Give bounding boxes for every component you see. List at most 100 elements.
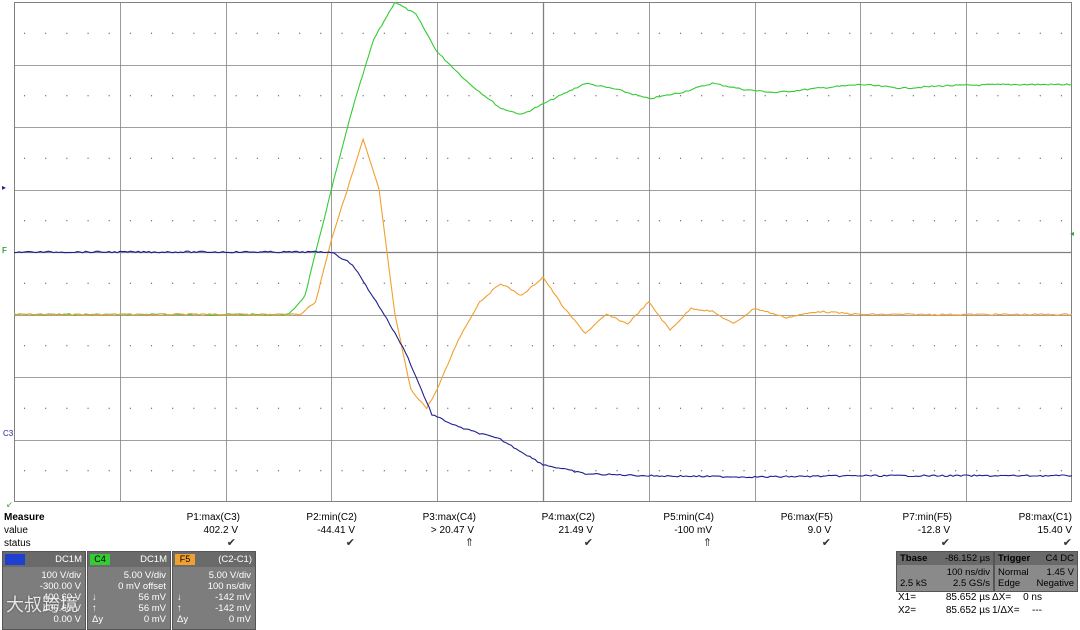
grid-dot bbox=[108, 157, 110, 159]
grid-dot bbox=[616, 32, 618, 34]
grid-dot bbox=[976, 32, 978, 34]
grid-dot bbox=[976, 157, 978, 159]
grid-dot bbox=[447, 220, 449, 222]
grid-dot bbox=[701, 345, 703, 347]
grid-dot bbox=[45, 220, 47, 222]
grid-dot bbox=[172, 220, 174, 222]
grid-dot bbox=[45, 32, 47, 34]
param-4-name[interactable]: P4:max(C2) bbox=[541, 512, 595, 523]
grid-dot bbox=[595, 282, 597, 284]
param-6-name[interactable]: P6:max(F5) bbox=[780, 512, 833, 523]
grid-dot bbox=[552, 407, 555, 409]
grid-dot bbox=[404, 282, 407, 284]
grid-dot bbox=[552, 220, 555, 222]
grid-dot bbox=[108, 220, 110, 222]
param-7-name[interactable]: P7:min(F5) bbox=[902, 512, 952, 523]
c4-level-marker[interactable]: F bbox=[2, 246, 7, 255]
grid-dot bbox=[806, 282, 809, 284]
param-1-value: 402.2 V bbox=[203, 525, 238, 536]
grid-dot bbox=[722, 407, 724, 409]
param-2-name[interactable]: P2:min(C2) bbox=[306, 512, 357, 523]
tbase-samples: 2.5 kS bbox=[900, 578, 927, 589]
grid-dot bbox=[1060, 95, 1063, 97]
c1-level-marker[interactable]: ▸ bbox=[2, 183, 7, 192]
grid-dot bbox=[595, 220, 597, 222]
grid-dot bbox=[87, 157, 89, 159]
ch4-descriptor[interactable]: C4 DC1M 5.00 V/div 0 mV offset ↓ 56 mV ↑… bbox=[87, 551, 171, 630]
grid-dot bbox=[997, 470, 999, 472]
waveform-display[interactable] bbox=[14, 2, 1072, 502]
grid-dot bbox=[1039, 157, 1041, 159]
grid-dot bbox=[129, 345, 131, 347]
grid-dot bbox=[489, 345, 491, 347]
grid-dot bbox=[870, 220, 872, 222]
f5-descriptor[interactable]: F5 (C2-C1) 5.00 V/div 100 ns/div ↓ -142 … bbox=[172, 551, 256, 630]
grid-dot bbox=[426, 282, 428, 284]
grid-dot bbox=[362, 95, 364, 97]
grid-dot bbox=[531, 157, 534, 159]
grid-dot bbox=[1039, 407, 1041, 409]
grid-dot bbox=[552, 157, 555, 159]
grid-dot bbox=[235, 157, 237, 159]
grid-dot bbox=[806, 407, 809, 409]
trigger-descriptor[interactable]: Trigger C4 DC Normal 1.45 V Edge Negativ… bbox=[994, 551, 1078, 592]
grid-dot bbox=[616, 220, 618, 222]
grid-dot bbox=[574, 407, 576, 409]
param-8-name[interactable]: P8:max(C1) bbox=[1018, 512, 1072, 523]
grid-dot bbox=[172, 95, 174, 97]
param-1-name[interactable]: P1:max(C3) bbox=[186, 512, 240, 523]
grid-dot bbox=[150, 470, 153, 472]
grid-dot bbox=[891, 470, 893, 472]
grid-dot bbox=[172, 157, 174, 159]
grid-dot bbox=[66, 95, 68, 97]
grid-dot bbox=[955, 345, 957, 347]
grid-dot bbox=[66, 470, 68, 472]
grid-dot bbox=[404, 345, 407, 347]
grid-dot bbox=[701, 407, 703, 409]
grid-dot bbox=[891, 407, 893, 409]
grid-dot bbox=[341, 282, 343, 284]
grid-dot bbox=[150, 345, 153, 347]
grid-dot bbox=[616, 470, 618, 472]
grid-dot bbox=[976, 220, 978, 222]
grid-dot bbox=[1018, 470, 1020, 472]
grid-dot bbox=[764, 345, 766, 347]
cursor-x2-value: 85.652 µs bbox=[945, 605, 990, 616]
grid-dot bbox=[277, 32, 280, 34]
grid-dot bbox=[743, 220, 745, 222]
grid-dot bbox=[193, 220, 195, 222]
tbase-label: Tbase bbox=[900, 553, 928, 564]
grid-dot bbox=[341, 470, 343, 472]
param-4-value: 21.49 V bbox=[558, 525, 593, 536]
grid-dot bbox=[87, 282, 89, 284]
grid-dot bbox=[1060, 220, 1063, 222]
grid-dot bbox=[66, 282, 68, 284]
grid-dot bbox=[531, 95, 534, 97]
param-1-status-icon: ✔ bbox=[226, 537, 236, 549]
f5-value-3: 0 mV bbox=[228, 614, 251, 625]
grid-dot bbox=[66, 407, 68, 409]
grid-dot bbox=[1060, 407, 1063, 409]
grid-dot bbox=[574, 345, 576, 347]
grid-dot bbox=[997, 345, 999, 347]
c3-marker-label: C3 bbox=[3, 429, 14, 438]
grid-dot bbox=[447, 282, 449, 284]
param-6-value: 9.0 V bbox=[807, 525, 831, 536]
grid-dot bbox=[679, 220, 682, 222]
timebase-descriptor[interactable]: Tbase -86.152 µs 100 ns/div 2.5 kS 2.5 G… bbox=[896, 551, 994, 592]
ch1-descriptor[interactable]: DC1M 100 V/div -300.00 V 400.60 V 400.60… bbox=[2, 551, 86, 630]
ch4-tag: C4 bbox=[90, 554, 110, 565]
grid-dot bbox=[785, 95, 787, 97]
grid-dot bbox=[658, 95, 660, 97]
grid-dot bbox=[23, 345, 26, 347]
grid-dot bbox=[172, 282, 174, 284]
grid-dot bbox=[933, 282, 936, 284]
grid-dot bbox=[489, 95, 491, 97]
grid-dot bbox=[489, 32, 491, 34]
grid-dot bbox=[870, 157, 872, 159]
param-5-name[interactable]: P5:min(C4) bbox=[663, 512, 714, 523]
ch1-value-1: 400.60 V bbox=[42, 592, 81, 603]
grid-dot bbox=[764, 220, 766, 222]
grid-dot bbox=[701, 470, 703, 472]
param-3-name[interactable]: P3:max(C4) bbox=[422, 512, 476, 523]
